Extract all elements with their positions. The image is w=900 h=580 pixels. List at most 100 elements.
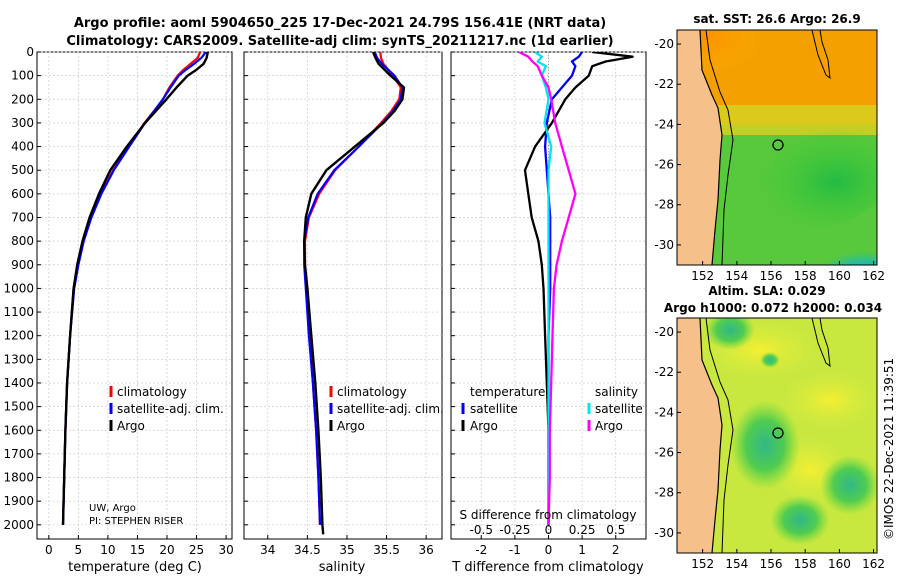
x-tick-label: -1: [509, 543, 521, 557]
map-x-tick-label: 152: [691, 269, 714, 283]
x-tick-label: 0: [545, 543, 553, 557]
y-tick-label: 1200: [3, 329, 34, 343]
map-x-tick-label: 154: [725, 557, 748, 571]
legend-label-s-argo: Argo: [595, 419, 623, 433]
y-tick-label: 800: [11, 234, 34, 248]
y-tick-label: 300: [11, 116, 34, 130]
map-y-tick-label: -26: [654, 158, 674, 172]
map-y-tick-label: -24: [654, 405, 674, 419]
y-tick-label: 2000: [3, 518, 34, 532]
salinity-lines: [303, 52, 406, 535]
figure-title-line2: Climatology: CARS2009. Satellite-adj cli…: [66, 34, 613, 49]
legend-label-satellite-adj: satellite-adj. clim.: [117, 402, 224, 416]
s-difference-ticks: -0.5 -0.25 0 0.25 0.5: [470, 523, 626, 537]
map-x-tick-label: 154: [725, 269, 748, 283]
series-line-argo: [61, 52, 209, 525]
sst-coastline: [699, 30, 723, 265]
y-tick-label: 400: [11, 140, 34, 154]
difference-lines: [518, 52, 634, 525]
sla-reef-contour: [811, 318, 831, 368]
y-tick-label: 1400: [3, 376, 34, 390]
figure-title-line1: Argo profile: aoml 5904650_225 17-Dec-20…: [74, 16, 606, 31]
temperature-xlabel: temperature (deg C): [68, 560, 202, 575]
sst-argo-marker: [772, 139, 784, 151]
x-tick-label: -2: [475, 543, 487, 557]
sla-coastline: [699, 318, 723, 553]
map-x-tick-label: 158: [794, 269, 817, 283]
y-tick-label: 1700: [3, 447, 34, 461]
y-tick-label: 900: [11, 258, 34, 272]
series-line-argo: [303, 52, 406, 535]
imos-stamp: ©IMOS 22-Dec-2021 11:39:51: [882, 358, 896, 540]
sla-shelf-contour: [705, 318, 734, 553]
map-y-tick-label: -22: [654, 365, 674, 379]
sst-shelf-contour: [705, 30, 734, 265]
legend-label-s-satellite: satellite: [595, 402, 643, 416]
x-tick-label: 30: [218, 543, 233, 557]
series-line-t-argo: [523, 52, 634, 525]
legend-title-temperature: temperature: [470, 385, 545, 399]
s-tick-label: 0: [545, 523, 553, 537]
legend-label-t-satellite: satellite: [470, 402, 518, 416]
x-tick-label: 2: [612, 543, 620, 557]
sla-map-panel: Altim. SLA: 0.029 Argo h1000: 0.072 h200…: [654, 284, 885, 571]
sla-field-blob-4: [770, 495, 830, 545]
difference-ticks: -2 -1 0 1 2: [451, 51, 620, 557]
y-tick-label: 1500: [3, 400, 34, 414]
map-y-tick-label: -28: [654, 486, 674, 500]
y-tick-label: 1600: [3, 423, 34, 437]
pi-annotation-line2: PI: STEPHEN RISER: [89, 516, 183, 527]
s-tick-label: -0.5: [470, 523, 493, 537]
series-line-s-argo: [518, 52, 577, 525]
series-line-satellite-adj-clim-: [303, 52, 404, 525]
sla-map-title-line2: Argo h1000: 0.072 h2000: 0.034: [664, 301, 882, 315]
legend-label-satellite-adj: satellite-adj. clim.: [337, 402, 444, 416]
salinity-ticks: 34 34.5 35 35.5 36: [244, 51, 434, 557]
sla-field-blob-1: [730, 400, 800, 490]
sst-map-field: [677, 30, 877, 265]
difference-panel: -2 -1 0 1 2 temperature salinity satellite A…: [450, 51, 647, 575]
sla-map-ticks: 152 154 156 158 160 162 -20 -22 -24 -26 -28 -30: [654, 325, 885, 571]
pi-annotation-line1: UW, Argo: [89, 503, 136, 514]
salinity-grid: [244, 51, 442, 539]
map-y-tick-label: -24: [654, 117, 674, 131]
sst-map-ticks: 152 154 156 158 160 162 -20 -22 -24 -26 -28 -30: [654, 37, 885, 283]
y-tick-label: 1800: [3, 471, 34, 485]
map-x-tick-label: 160: [828, 557, 851, 571]
map-x-tick-label: 156: [760, 557, 783, 571]
temperature-plot-area: [36, 51, 233, 540]
map-y-tick-label: -20: [654, 37, 674, 51]
legend-label-climatology: climatology: [117, 385, 187, 399]
y-tick-label: 100: [11, 69, 34, 83]
y-tick-label: 0: [26, 45, 34, 59]
map-x-tick-label: 156: [760, 269, 783, 283]
sla-field-yellow-2: [780, 370, 877, 430]
salinity-legend: climatology satellite-adj. clim. Argo: [329, 385, 444, 433]
x-tick-label: 36: [419, 543, 434, 557]
s-tick-label: -0.25: [499, 523, 530, 537]
map-y-tick-label: -28: [654, 198, 674, 212]
map-y-tick-label: -22: [654, 77, 674, 91]
map-y-tick-label: -26: [654, 446, 674, 460]
sst-reef-contour: [811, 30, 831, 80]
sst-map-title: sat. SST: 26.6 Argo: 26.9: [693, 12, 860, 26]
y-tick-label: 1900: [3, 494, 34, 508]
x-tick-label: 34.5: [294, 543, 321, 557]
x-tick-label: 15: [130, 543, 145, 557]
x-tick-label: 20: [159, 543, 174, 557]
map-y-tick-label: -20: [654, 325, 674, 339]
x-tick-label: 10: [100, 543, 115, 557]
map-x-tick-label: 152: [691, 557, 714, 571]
temperature-ticks: 0100200300400500600700800900100011001200…: [3, 45, 233, 557]
y-tick-label: 1300: [3, 352, 34, 366]
salinity-panel: 34 34.5 35 35.5 36 climatology satellite-adj…: [243, 51, 444, 575]
map-x-tick-label: 160: [828, 269, 851, 283]
sla-field-blob-5: [760, 352, 780, 368]
temperature-legend: climatology satellite-adj. clim. Argo: [109, 385, 224, 433]
sla-field-blob-2: [820, 455, 877, 515]
map-x-tick-label: 162: [862, 269, 885, 283]
map-y-tick-label: -30: [654, 526, 674, 540]
temperature-lines: [61, 52, 209, 525]
sst-land: [677, 30, 722, 265]
x-tick-label: 34: [260, 543, 275, 557]
